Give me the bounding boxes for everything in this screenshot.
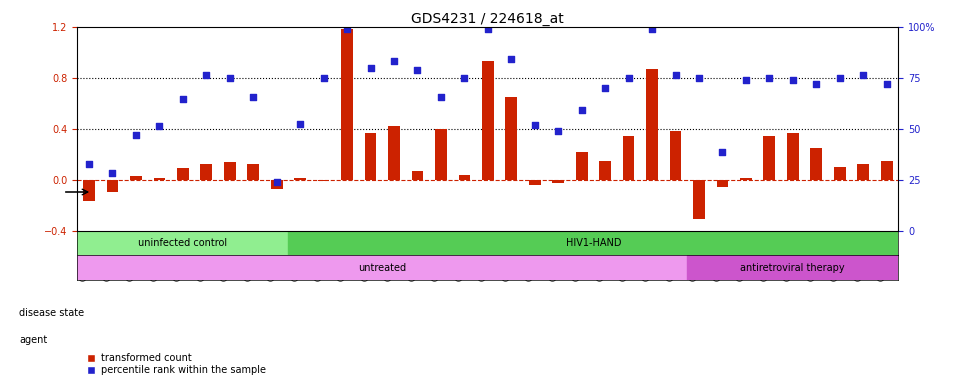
Text: untreated: untreated xyxy=(358,263,407,273)
Bar xyxy=(247,164,259,180)
Bar xyxy=(529,180,541,185)
Bar xyxy=(201,164,213,180)
Point xyxy=(621,75,637,81)
Bar xyxy=(388,126,400,180)
Point xyxy=(339,26,355,33)
Bar xyxy=(834,167,845,180)
Bar xyxy=(694,180,705,219)
Bar xyxy=(77,255,687,280)
Bar xyxy=(289,230,898,255)
Point xyxy=(433,94,448,100)
Point xyxy=(152,123,167,129)
Point xyxy=(269,179,284,185)
Bar xyxy=(412,171,423,180)
Bar xyxy=(505,97,517,180)
Bar xyxy=(599,161,611,180)
Point xyxy=(551,128,566,134)
Bar xyxy=(224,162,236,180)
Bar xyxy=(177,168,188,180)
Title: GDS4231 / 224618_at: GDS4231 / 224618_at xyxy=(412,12,564,26)
Point xyxy=(503,56,519,62)
Bar xyxy=(787,132,799,180)
Point xyxy=(386,58,402,64)
Point xyxy=(574,106,589,113)
Point xyxy=(715,149,730,155)
Point xyxy=(363,65,379,71)
Point xyxy=(785,77,801,83)
Bar xyxy=(106,180,119,192)
Point xyxy=(879,81,895,87)
Bar xyxy=(763,136,776,180)
Point xyxy=(316,75,331,81)
Point xyxy=(856,72,871,78)
Legend: transformed count, percentile rank within the sample: transformed count, percentile rank withi… xyxy=(82,349,270,379)
Text: agent: agent xyxy=(19,335,47,345)
Bar xyxy=(154,178,165,180)
Point xyxy=(527,122,543,128)
Bar xyxy=(623,136,635,180)
Point xyxy=(644,26,660,33)
Point xyxy=(245,94,261,100)
Bar xyxy=(435,129,447,180)
Point xyxy=(175,96,190,103)
Point xyxy=(692,75,707,81)
Bar xyxy=(858,164,869,180)
Text: uninfected control: uninfected control xyxy=(138,238,227,248)
Bar xyxy=(646,69,658,180)
Point xyxy=(809,81,824,87)
Bar xyxy=(881,161,893,180)
Point xyxy=(480,26,496,33)
Point xyxy=(457,75,472,81)
Point xyxy=(293,121,308,127)
Bar xyxy=(482,61,494,180)
Point xyxy=(597,85,612,91)
Point xyxy=(81,161,97,167)
Bar xyxy=(83,180,95,201)
Point xyxy=(104,170,120,176)
Point xyxy=(128,132,144,138)
Bar xyxy=(77,230,289,255)
Bar xyxy=(295,178,306,180)
Bar xyxy=(270,180,283,189)
Bar xyxy=(341,30,353,180)
Bar xyxy=(669,131,681,180)
Bar xyxy=(717,180,728,187)
Bar xyxy=(687,255,898,280)
Bar xyxy=(810,148,822,180)
Point xyxy=(199,72,214,78)
Bar xyxy=(130,176,142,180)
Point xyxy=(738,77,753,83)
Bar xyxy=(576,152,587,180)
Point xyxy=(410,67,425,73)
Bar xyxy=(740,178,752,180)
Bar xyxy=(365,132,377,180)
Text: disease state: disease state xyxy=(19,308,84,318)
Text: antiretroviral therapy: antiretroviral therapy xyxy=(741,263,845,273)
Bar xyxy=(459,175,470,180)
Point xyxy=(222,75,238,81)
Point xyxy=(761,75,777,81)
Point xyxy=(832,75,847,81)
Text: HIV1-HAND: HIV1-HAND xyxy=(566,238,621,248)
Bar xyxy=(318,180,329,181)
Bar xyxy=(553,180,564,184)
Point xyxy=(668,72,683,78)
